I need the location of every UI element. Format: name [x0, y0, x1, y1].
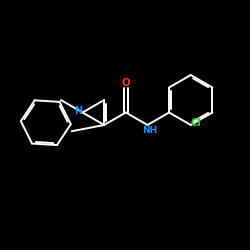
Text: N: N	[74, 106, 82, 116]
Text: O: O	[122, 78, 130, 88]
Text: Cl: Cl	[191, 118, 202, 128]
Text: NH: NH	[142, 126, 157, 135]
